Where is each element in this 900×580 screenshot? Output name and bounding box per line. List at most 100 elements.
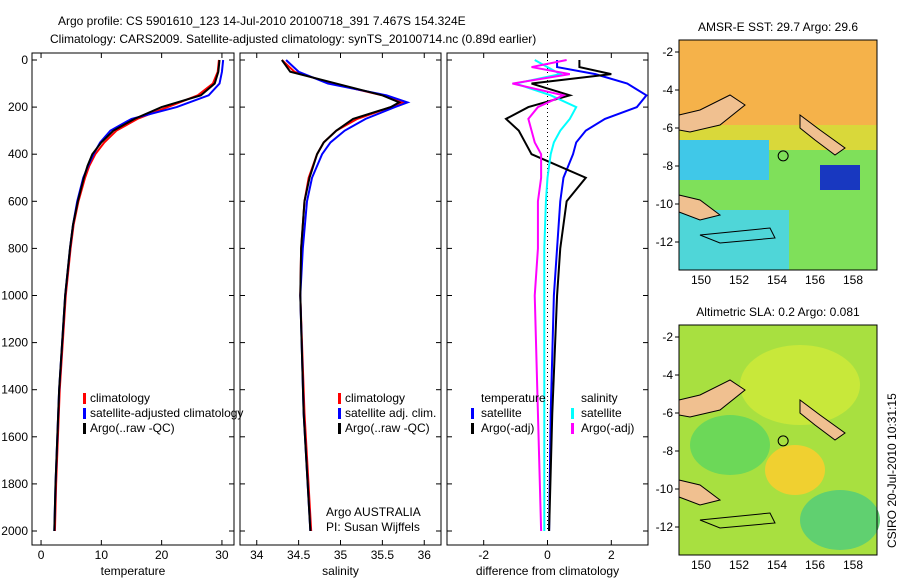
lon-tick-label: 158 bbox=[843, 558, 863, 572]
annotation: Argo AUSTRALIA bbox=[326, 505, 421, 519]
lat-tick-label: -2 bbox=[662, 330, 673, 344]
series-line-argo-raw-qc- bbox=[281, 59, 402, 532]
series-line-temperature-argo-adj- bbox=[504, 60, 612, 532]
map-title: Altimetric SLA: 0.2 Argo: 0.081 bbox=[696, 305, 860, 319]
lat-tick-label: -6 bbox=[662, 406, 673, 420]
lat-tick-label: -6 bbox=[662, 121, 673, 135]
lat-tick-label: -8 bbox=[662, 159, 673, 173]
series-line-satellite-adj-clim- bbox=[285, 59, 411, 532]
series-line-temperature-satellite bbox=[548, 60, 648, 532]
legend-swatch bbox=[571, 423, 574, 434]
x-tick-label: 20 bbox=[155, 548, 169, 562]
legend-swatch bbox=[83, 408, 86, 419]
title-line2: Climatology: CARS2009. Satellite-adjuste… bbox=[50, 32, 536, 46]
legend-label: satellite-adjusted climatology bbox=[90, 406, 243, 420]
legend-label: satellite bbox=[481, 406, 522, 420]
legend-swatch bbox=[338, 408, 341, 419]
legend-label: Argo(..raw -QC) bbox=[345, 421, 430, 435]
lat-tick-label: -12 bbox=[656, 235, 674, 249]
legend-header: salinity bbox=[581, 391, 618, 405]
legend-label: satellite bbox=[581, 406, 622, 420]
sla-map: Altimetric SLA: 0.2 Argo: 0.081 150 152 154… bbox=[656, 305, 880, 572]
lon-tick-label: 158 bbox=[843, 273, 863, 287]
x-tick-label: 35.5 bbox=[371, 548, 395, 562]
lat-tick-label: -8 bbox=[662, 444, 673, 458]
land-islands bbox=[699, 227, 776, 244]
lat-tick-label: -10 bbox=[656, 197, 674, 211]
side-label: CSIRO 20-Jul-2010 10:31:15 bbox=[885, 393, 899, 548]
x-tick-label: 0 bbox=[544, 548, 551, 562]
x-axis-label: difference from climatology bbox=[476, 564, 619, 578]
map-title: AMSR-E SST: 29.7 Argo: 29.6 bbox=[698, 20, 858, 34]
lon-tick-label: 156 bbox=[805, 273, 825, 287]
salinity-panel: 34 34.5 35 35.5 36 salinity climatologysatelli… bbox=[239, 52, 442, 578]
temperature-panel: 0 10 20 30 temperature 0 200 400 600 800 1000 1200 1… bbox=[1, 52, 243, 578]
lat-tick-label: -2 bbox=[662, 45, 673, 59]
sst-cold-patch bbox=[820, 165, 860, 190]
sla-high-region bbox=[765, 445, 825, 495]
sla-low-region bbox=[800, 490, 880, 550]
series-line-argo-raw-qc- bbox=[53, 59, 221, 532]
lon-tick-label: 150 bbox=[691, 273, 711, 287]
x-axis-label: temperature bbox=[101, 564, 166, 578]
sst-cool-region bbox=[679, 210, 789, 270]
lon-tick-label: 156 bbox=[805, 558, 825, 572]
y-tick-label: 0 bbox=[21, 53, 28, 67]
lon-tick-label: 152 bbox=[729, 273, 749, 287]
annotation: PI: Susan Wijffels bbox=[326, 520, 420, 534]
legend-swatch bbox=[571, 408, 574, 419]
lat-tick-label: -4 bbox=[662, 368, 673, 382]
y-tick-label: 600 bbox=[8, 194, 28, 208]
legend-swatch bbox=[83, 393, 86, 404]
y-tick-label: 400 bbox=[8, 147, 28, 161]
lat-tick-label: -10 bbox=[656, 482, 674, 496]
land-bougainville bbox=[799, 114, 846, 156]
legend-swatch bbox=[471, 423, 474, 434]
y-tick-label: 1000 bbox=[1, 289, 28, 303]
x-tick-label: 34 bbox=[250, 548, 264, 562]
argo-position-marker bbox=[777, 150, 789, 162]
x-axis-label: salinity bbox=[322, 564, 359, 578]
legend-header: temperature bbox=[481, 391, 546, 405]
legend-label: Argo(-adj) bbox=[581, 421, 634, 435]
legend-label: Argo(-adj) bbox=[481, 421, 534, 435]
sla-low-region bbox=[690, 415, 770, 475]
sla-high-region bbox=[740, 345, 860, 425]
sst-cool-region bbox=[679, 140, 769, 180]
x-tick-label: 35 bbox=[334, 548, 348, 562]
legend-label: satellite adj. clim. bbox=[345, 406, 436, 420]
lon-tick-label: 154 bbox=[767, 273, 787, 287]
x-tick-label: 10 bbox=[95, 548, 109, 562]
x-tick-label: 0 bbox=[38, 548, 45, 562]
argo-position-marker bbox=[777, 435, 789, 447]
lon-tick-label: 154 bbox=[767, 558, 787, 572]
series-line-salinity-argo-adj- bbox=[512, 59, 571, 532]
y-tick-label: 2000 bbox=[1, 524, 28, 538]
title-line1: Argo profile: CS 5901610_123 14-Jul-2010… bbox=[58, 14, 466, 28]
map-frame bbox=[678, 324, 878, 556]
legend-swatch bbox=[338, 423, 341, 434]
legend-swatch bbox=[338, 393, 341, 404]
x-tick-label: 30 bbox=[215, 548, 229, 562]
legend-swatch bbox=[471, 408, 474, 419]
lat-tick-label: -4 bbox=[662, 83, 673, 97]
x-tick-label: 2 bbox=[608, 548, 615, 562]
series-line-climatology bbox=[53, 59, 220, 532]
y-tick-label: 200 bbox=[8, 100, 28, 114]
difference-panel: -2 0 2 difference from climatology temperatu… bbox=[446, 52, 649, 578]
axes-frame bbox=[31, 52, 235, 546]
sst-map: AMSR-E SST: 29.7 Argo: 29.6 150 152 154 156 1… bbox=[656, 20, 878, 287]
y-tick-label: 800 bbox=[8, 241, 28, 255]
series-line-salinity-satellite bbox=[511, 59, 578, 531]
y-tick-label: 1400 bbox=[1, 383, 28, 397]
x-tick-label: -2 bbox=[478, 548, 489, 562]
land-new-guinea bbox=[678, 94, 746, 133]
lon-tick-label: 152 bbox=[729, 558, 749, 572]
legend-label: climatology bbox=[90, 391, 150, 405]
lat-tick-label: -12 bbox=[656, 520, 674, 534]
x-tick-label: 36 bbox=[418, 548, 432, 562]
legend-label: climatology bbox=[345, 391, 405, 405]
land-bougainville bbox=[799, 399, 846, 441]
y-tick-label: 1800 bbox=[1, 477, 28, 491]
